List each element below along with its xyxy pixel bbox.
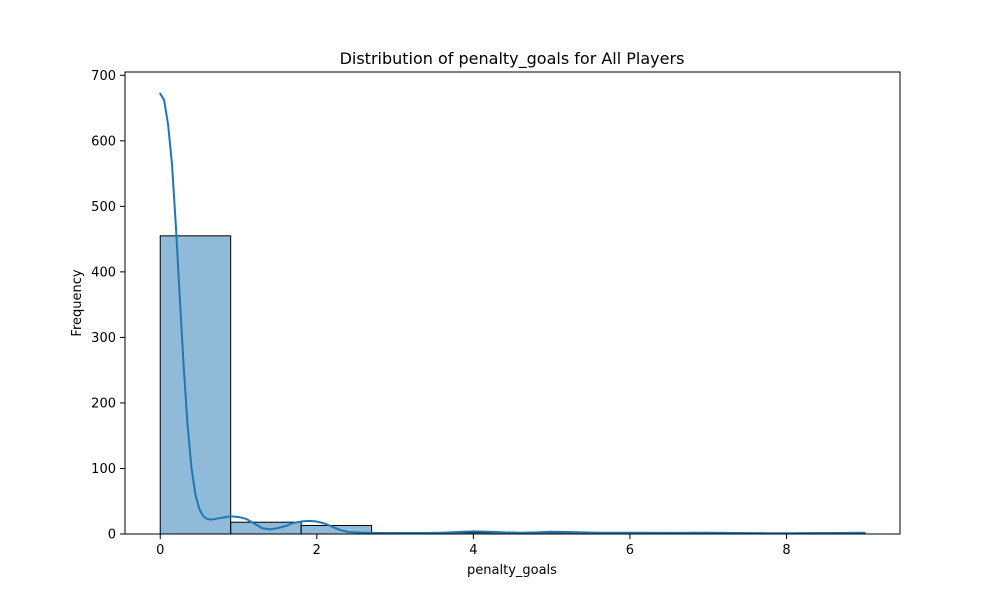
chart-title: Distribution of penalty_goals for All Pl… xyxy=(340,49,685,69)
kde-line xyxy=(159,92,866,535)
y-tick-label: 600 xyxy=(91,134,116,149)
y-tick-label: 200 xyxy=(91,396,116,411)
x-tick-label: 0 xyxy=(156,543,164,558)
y-tick-label: 0 xyxy=(108,528,116,543)
kde-layer xyxy=(159,92,866,535)
y-tick-label: 500 xyxy=(91,200,116,215)
y-axis-ticks: 0 100 200 300 400 500 600 700 xyxy=(91,69,125,543)
y-tick-label: 400 xyxy=(91,265,116,280)
x-tick-label: 8 xyxy=(782,543,790,558)
y-tick-label: 700 xyxy=(91,69,116,84)
histogram-bar-0 xyxy=(159,235,232,535)
x-tick-label: 4 xyxy=(469,543,477,558)
x-axis-label: penalty_goals xyxy=(467,563,557,578)
x-axis-ticks: 0 2 4 6 8 xyxy=(156,534,791,558)
y-tick-label: 100 xyxy=(91,462,116,477)
y-tick-label: 300 xyxy=(91,331,116,346)
histogram-bars xyxy=(159,235,866,535)
x-tick-label: 6 xyxy=(626,543,634,558)
plot-frame xyxy=(124,71,901,535)
y-axis-label: Frequency xyxy=(70,269,85,336)
x-tick-label: 2 xyxy=(313,543,321,558)
